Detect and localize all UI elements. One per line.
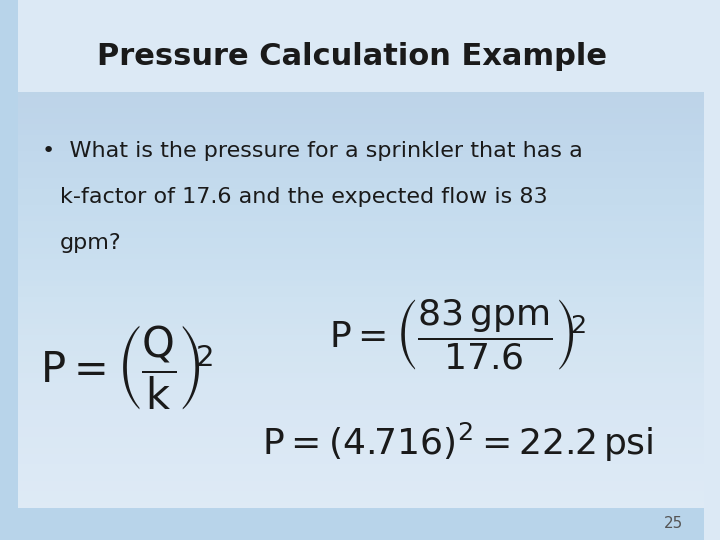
Text: $\mathrm{P} = \left(4.716\right)^{2} = 22.2\,\mathrm{psi}$: $\mathrm{P} = \left(4.716\right)^{2} = 2… — [262, 421, 653, 464]
Text: •  What is the pressure for a sprinkler that has a: • What is the pressure for a sprinkler t… — [42, 141, 583, 161]
Text: gpm?: gpm? — [60, 233, 122, 253]
Text: $\mathrm{P} = \left(\dfrac{\mathrm{Q}}{\mathrm{k}}\right)^{\!\!2}$: $\mathrm{P} = \left(\dfrac{\mathrm{Q}}{\… — [40, 323, 213, 411]
FancyBboxPatch shape — [0, 0, 17, 540]
Text: Pressure Calculation Example: Pressure Calculation Example — [97, 42, 607, 71]
Text: 25: 25 — [663, 516, 683, 531]
Text: k-factor of 17.6 and the expected flow is 83: k-factor of 17.6 and the expected flow i… — [60, 187, 547, 207]
FancyBboxPatch shape — [0, 508, 703, 540]
FancyBboxPatch shape — [0, 0, 703, 92]
Text: $\mathrm{P} = \left(\dfrac{83\,\mathrm{gpm}}{17.6}\right)^{\!\!2}$: $\mathrm{P} = \left(\dfrac{83\,\mathrm{g… — [329, 298, 586, 372]
